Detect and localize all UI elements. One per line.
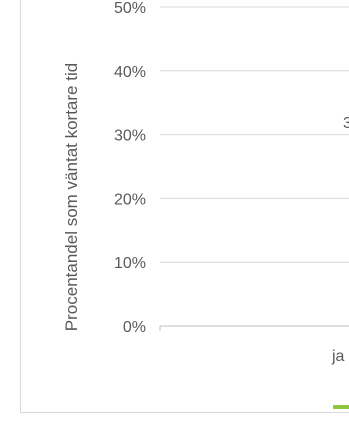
chart-frame-left-border	[20, 0, 21, 413]
y-axis-title: Procentandel som väntat kortare tid	[62, 63, 81, 331]
y-axis-ticks: 0% 10% 20% 30% 40% 50%	[114, 0, 146, 336]
y-tick-label: 30%	[114, 128, 146, 145]
y-tick-label: 10%	[114, 255, 146, 272]
chart-frame-bottom-border	[20, 412, 349, 413]
gridlines	[160, 6, 349, 263]
y-tick-label: 20%	[114, 191, 146, 208]
y-tick-label: 40%	[114, 64, 146, 81]
data-label-annotation: 3	[343, 115, 349, 132]
y-tick-label: 0%	[123, 319, 146, 336]
legend-series-swatch	[333, 405, 349, 409]
y-tick-label: 50%	[114, 0, 146, 17]
x-axis-category-label: ja	[331, 348, 345, 365]
